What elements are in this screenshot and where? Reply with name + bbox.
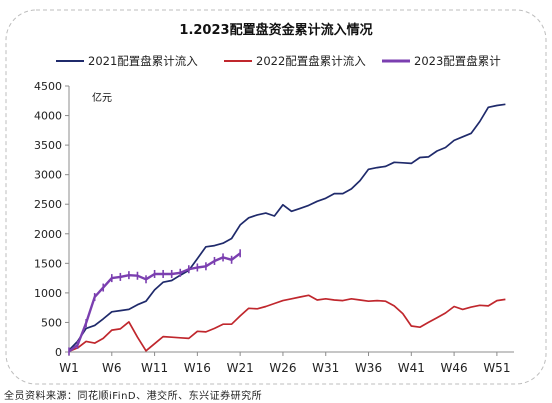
series-line-3 [68, 252, 241, 353]
y-tick-label: 4000 [34, 110, 62, 123]
axes: 0 500 1000 1500 2000 2500 3000 3500 4000 4500 W1 W6… [34, 80, 514, 375]
x-tick-label: W6 [102, 361, 122, 375]
source-note: 全员资料来源：同花顺iFinD、港交所、东兴证券研究所 [4, 391, 263, 402]
y-tick-label: 4500 [34, 80, 62, 93]
legend-label-2: 2022配置盘累计流入 [256, 54, 366, 68]
x-tick-label: W41 [398, 361, 425, 375]
series-line-1 [68, 103, 506, 351]
chart-title: 1.2023配置盘资金累计流入情况 [179, 22, 372, 38]
x-tick-label: W11 [141, 361, 168, 375]
y-tick-label: 3000 [34, 169, 62, 182]
title-band [152, 18, 402, 40]
legend: 2021配置盘累计流入 2022配置盘累计流入 2023配置盘累计 [56, 54, 501, 68]
legend-label-3: 2023配置盘累计 [414, 54, 501, 68]
x-tick-label: W36 [355, 361, 382, 375]
x-tick-label: W1 [59, 361, 79, 375]
y-tick-label: 2000 [34, 228, 62, 241]
x-tick-label: W16 [184, 361, 211, 375]
x-tick-label: W21 [227, 361, 254, 375]
y-tick-label: 1500 [34, 257, 62, 270]
series-line-2 [68, 294, 506, 353]
legend-label-1: 2021配置盘累计流入 [88, 54, 198, 68]
y-tick-label: 500 [41, 316, 62, 329]
x-tick-label: W31 [312, 361, 339, 375]
x-tick-label: W26 [269, 361, 296, 375]
y-tick-label: 2500 [34, 198, 62, 211]
y-tick-label: 1000 [34, 287, 62, 300]
chart-frame [5, 9, 547, 385]
x-tick-label: W51 [483, 361, 510, 375]
y-tick-label: 0 [55, 346, 62, 359]
y-tick-label: 3500 [34, 139, 62, 152]
series-layer [68, 103, 506, 356]
x-tick-label: W46 [441, 361, 468, 375]
y-unit-label: 亿元 [92, 91, 112, 104]
